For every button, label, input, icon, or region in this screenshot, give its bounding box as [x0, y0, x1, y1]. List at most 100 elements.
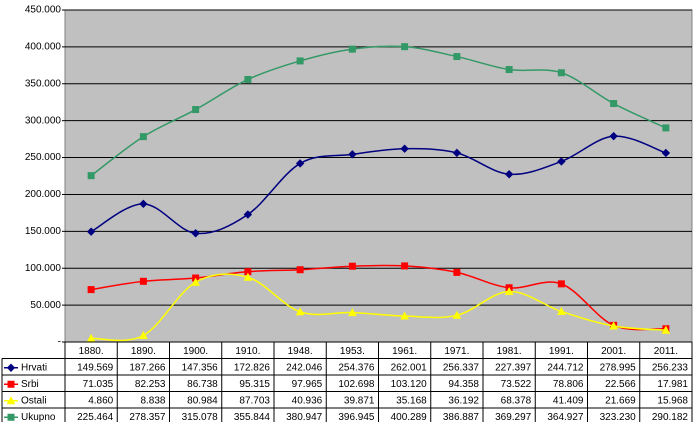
- table-cell: 149.569: [77, 362, 114, 373]
- data-point: [400, 144, 409, 153]
- data-point: [557, 306, 566, 315]
- data-point: [661, 325, 671, 334]
- data-point: [609, 131, 618, 141]
- data-point: [662, 124, 670, 132]
- data-point: [609, 321, 618, 330]
- data-point: [86, 333, 96, 342]
- data-point: [139, 199, 148, 209]
- y-tick-label: 250.000: [25, 152, 62, 163]
- legend-label: Srbi: [21, 379, 39, 390]
- data-point: [453, 268, 461, 276]
- x-tick-label: 2001.: [601, 346, 626, 357]
- table-cell: 8.838: [140, 395, 165, 406]
- data-point: [557, 157, 566, 166]
- table-cell: 15.968: [657, 395, 688, 406]
- table-cell: 68.378: [501, 395, 532, 406]
- table-cell: 187.266: [129, 362, 166, 373]
- table-cell: 71.035: [83, 379, 114, 390]
- legend-marker: [7, 413, 15, 421]
- y-tick-label: -: [58, 337, 61, 348]
- data-point: [401, 262, 409, 270]
- data-point: [191, 229, 200, 238]
- data-point: [295, 159, 305, 168]
- table-cell: 40.936: [292, 395, 323, 406]
- data-point: [86, 227, 96, 236]
- data-point: [87, 286, 95, 294]
- table-cell: 22.566: [605, 379, 636, 390]
- table-cell: 278.995: [600, 362, 637, 373]
- table-cell: 315.078: [182, 412, 219, 422]
- y-tick-label: 100.000: [25, 263, 62, 274]
- data-point: [452, 148, 462, 158]
- table-cell: 227.397: [495, 362, 532, 373]
- data-point: [661, 148, 671, 158]
- legend-label: Ukupno: [21, 412, 56, 422]
- data-point: [87, 172, 95, 180]
- x-tick-label: 1880.: [79, 346, 104, 357]
- table-cell: 262.001: [391, 362, 428, 373]
- table-cell: 244.712: [547, 362, 584, 373]
- data-point: [243, 210, 253, 219]
- table-cell: 4.860: [88, 395, 113, 406]
- table-cell: 355.844: [234, 412, 271, 422]
- data-point: [244, 75, 252, 83]
- data-point: [505, 66, 513, 74]
- data-point: [348, 262, 356, 270]
- table-cell: 147.356: [182, 362, 219, 373]
- legend-label: Hrvati: [21, 362, 47, 373]
- y-tick-label: 350.000: [25, 78, 62, 89]
- y-tick-label: 450.000: [25, 5, 62, 16]
- plot-area: [64, 9, 693, 343]
- table-cell: 80.984: [187, 395, 218, 406]
- y-tick-label: 150.000: [25, 226, 62, 237]
- data-point: [139, 133, 147, 141]
- y-tick-label: 50.000: [30, 300, 61, 311]
- data-point: [557, 280, 565, 288]
- x-tick-label: 1953.: [340, 346, 365, 357]
- table-cell: 86.738: [187, 379, 218, 390]
- data-point: [348, 308, 357, 317]
- x-tick-label: 1981.: [497, 346, 522, 357]
- table-cell: 95.315: [239, 379, 270, 390]
- table-cell: 36.192: [448, 395, 479, 406]
- y-tick-label: 300.000: [25, 115, 62, 126]
- x-tick-label: 1991.: [549, 346, 574, 357]
- data-point: [139, 277, 147, 285]
- y-tick-label: 200.000: [25, 189, 62, 200]
- data-point: [452, 310, 462, 319]
- table-cell: 73.522: [501, 379, 532, 390]
- data-point: [401, 43, 409, 51]
- table-cell: 102.698: [338, 379, 375, 390]
- data-point: [348, 45, 356, 53]
- data-point: [243, 272, 253, 281]
- x-tick-label: 1948.: [288, 346, 313, 357]
- table-cell: 256.337: [443, 362, 480, 373]
- data-point: [139, 330, 148, 339]
- table-cell: 256.233: [652, 362, 689, 373]
- data-point: [557, 69, 565, 77]
- table-cell: 82.253: [135, 379, 166, 390]
- table-cell: 380.947: [286, 412, 323, 422]
- x-tick-label: 2011.: [654, 346, 678, 357]
- legend-marker: [6, 363, 16, 372]
- table-cell: 35.168: [396, 395, 427, 406]
- legend-label: Ostali: [21, 395, 47, 406]
- table-cell: 94.358: [448, 379, 479, 390]
- table-cell: 323.230: [600, 412, 637, 422]
- x-tick-label: 1900.: [183, 346, 208, 357]
- table-cell: 386.887: [443, 412, 480, 422]
- data-point: [400, 311, 409, 320]
- data-point: [296, 57, 304, 65]
- table-cell: 103.120: [391, 379, 428, 390]
- x-tick-label: 1971.: [444, 346, 469, 357]
- table-cell: 78.806: [553, 379, 584, 390]
- data-point: [504, 286, 514, 296]
- legend-marker: [6, 396, 16, 405]
- table-cell: 225.464: [77, 412, 114, 422]
- table-cell: 97.965: [292, 379, 323, 390]
- data-point: [348, 150, 357, 159]
- table-cell: 172.826: [234, 362, 271, 373]
- table-cell: 290.182: [652, 412, 689, 422]
- x-tick-label: 1890.: [131, 346, 156, 357]
